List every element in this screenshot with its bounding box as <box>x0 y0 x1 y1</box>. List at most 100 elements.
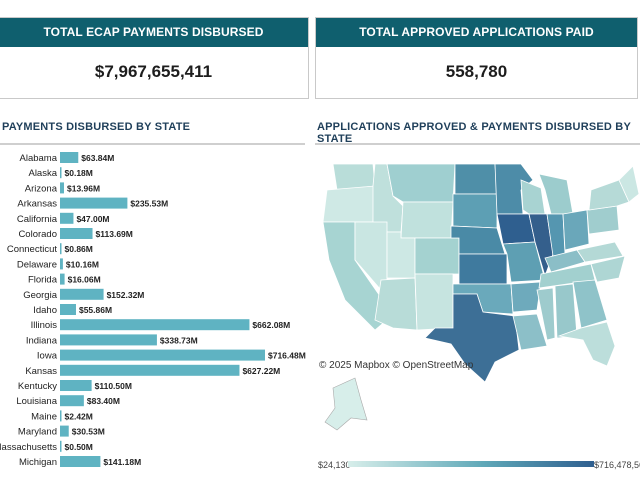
bar-category-label: Alaska <box>28 168 57 179</box>
legend-min-label: $24,130 <box>318 460 351 470</box>
map-attribution: © 2025 Mapbox © OpenStreetMap <box>319 360 474 371</box>
bar[interactable] <box>60 395 84 407</box>
map-state-texas[interactable] <box>424 293 520 383</box>
bar[interactable] <box>60 319 250 331</box>
map-state-new-england[interactable] <box>618 165 640 203</box>
map-state-wyoming[interactable] <box>400 201 454 239</box>
bar[interactable] <box>60 197 128 209</box>
bar[interactable] <box>60 258 63 270</box>
map-state-iowa[interactable] <box>496 213 536 245</box>
bar-value-label: $716.48M <box>268 351 306 361</box>
bar-value-label: $662.08M <box>252 320 290 330</box>
map-state-oregon[interactable] <box>322 185 376 223</box>
bar[interactable] <box>60 410 62 422</box>
map-state-washington[interactable] <box>332 163 376 191</box>
bar-value-label: $152.32M <box>107 290 145 300</box>
bar-category-label: Georgia <box>23 290 58 301</box>
map-color-legend: $24,130 $716,478,56 <box>318 460 640 480</box>
bar-category-label: Arizona <box>25 183 58 194</box>
bar-value-label: $0.50M <box>65 442 93 452</box>
bar-category-label: Colorado <box>18 229 57 240</box>
map-state-mississippi[interactable] <box>536 287 556 341</box>
map-state-georgia[interactable] <box>572 279 608 329</box>
bar[interactable] <box>60 440 62 452</box>
bar-category-label: Alabama <box>20 153 58 164</box>
bar-value-label: $10.16M <box>66 259 99 269</box>
bar[interactable] <box>60 349 265 361</box>
total-payments-value: $7,967,655,411 <box>94 62 213 81</box>
map-state-missouri[interactable] <box>502 241 546 283</box>
map-state-arkansas[interactable] <box>510 281 542 313</box>
bar-value-label: $110.50M <box>95 381 132 391</box>
total-payments-title: TOTAL ECAP PAYMENTS DISBURSED <box>0 18 308 47</box>
bar-value-label: $235.53M <box>130 199 168 209</box>
total-applications-title: TOTAL APPROVED APPLICATIONS PAID <box>316 18 637 47</box>
bar[interactable] <box>60 228 93 239</box>
bar-value-label: $30.53M <box>72 427 105 437</box>
bar-section-divider <box>0 143 305 145</box>
bar-value-label: $83.40M <box>87 396 120 406</box>
bar[interactable] <box>60 364 240 376</box>
map-state-arizona[interactable] <box>374 277 418 331</box>
bar[interactable] <box>60 212 74 224</box>
total-applications-value: 558,780 <box>445 62 508 81</box>
map-state-ohio[interactable] <box>562 209 590 251</box>
us-choropleth-map[interactable] <box>315 150 640 460</box>
map-state-kansas[interactable] <box>458 253 508 285</box>
bar[interactable] <box>60 152 79 163</box>
bar-category-label: Idaho <box>33 305 57 316</box>
bar-category-label: Louisiana <box>16 396 57 407</box>
map-state-new-york[interactable] <box>588 179 630 211</box>
map-state-wisconsin[interactable] <box>520 179 546 215</box>
map-state-pennsylvania[interactable] <box>586 205 620 235</box>
map-state-alaska[interactable] <box>324 377 368 431</box>
bar[interactable] <box>60 167 62 179</box>
bar-value-label: $113.69M <box>96 229 133 239</box>
legend-max-label: $716,478,56 <box>594 460 640 470</box>
bar[interactable] <box>60 304 76 315</box>
map-state-florida[interactable] <box>557 321 616 367</box>
bar-category-label: Florida <box>28 275 58 286</box>
map-state-alabama[interactable] <box>554 283 578 339</box>
map-state-louisiana[interactable] <box>512 313 548 351</box>
map-state-utah[interactable] <box>386 231 416 279</box>
bar-value-label: $47.00M <box>76 214 109 224</box>
bar-category-label: Delaware <box>17 259 57 270</box>
bar-category-label: Michigan <box>19 457 57 468</box>
bar[interactable] <box>60 288 104 300</box>
bar[interactable] <box>60 273 65 285</box>
map-state-montana[interactable] <box>386 163 456 203</box>
map-state-south-dakota[interactable] <box>452 193 498 229</box>
bar-category-label: Maryland <box>18 427 57 438</box>
map-state-virginia[interactable] <box>576 241 624 263</box>
map-state-north-dakota[interactable] <box>454 163 498 195</box>
bar-category-label: California <box>17 214 58 225</box>
map-title: APPLICATIONS APPROVED & PAYMENTS DISBURS… <box>317 121 631 145</box>
map-states[interactable] <box>322 163 640 383</box>
map-state-nebraska[interactable] <box>450 225 506 255</box>
bar-value-label: $141.18M <box>103 457 141 467</box>
bar-value-label: $55.86M <box>79 305 112 315</box>
map-state-new-mexico[interactable] <box>414 273 454 331</box>
bar-category-label: Indiana <box>26 335 58 346</box>
total-payments-card: TOTAL ECAP PAYMENTS DISBURSED $7,967,655… <box>0 17 309 99</box>
bar-category-label: Kansas <box>25 366 57 377</box>
bar[interactable] <box>60 243 62 255</box>
bar-category-label: Illinois <box>31 320 58 331</box>
bar-category-label: Kentucky <box>18 381 57 392</box>
bar[interactable] <box>60 182 64 194</box>
total-applications-card: TOTAL APPROVED APPLICATIONS PAID 558,780 <box>315 17 638 99</box>
bar-value-label: $13.96M <box>67 183 100 193</box>
bar-category-label: Connecticut <box>7 244 58 255</box>
bar-category-label: Arkansas <box>17 199 57 210</box>
map-state-carolinas[interactable] <box>590 255 626 283</box>
payments-bar-chart[interactable]: Alabama $63.84M Alaska $0.18M Arizona $13.96M… <box>0 148 310 473</box>
bar[interactable] <box>60 456 101 467</box>
map-state-colorado[interactable] <box>414 237 460 275</box>
bar-chart-title: PAYMENTS DISBURSED BY STATE <box>2 121 191 133</box>
bar[interactable] <box>60 334 157 346</box>
map-section-divider <box>315 143 640 145</box>
bar[interactable] <box>60 380 92 391</box>
bar[interactable] <box>60 425 69 437</box>
